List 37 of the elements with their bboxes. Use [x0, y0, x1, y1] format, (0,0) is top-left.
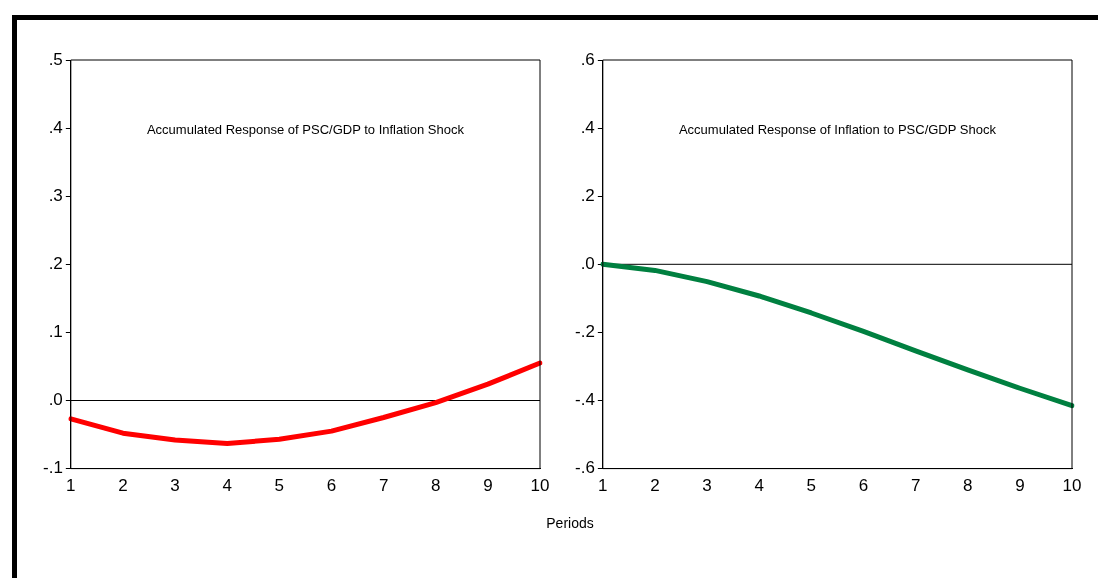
- y-tick-label: .0: [580, 253, 595, 273]
- y-tick-label: .6: [580, 49, 595, 69]
- x-tick-label: 3: [702, 476, 712, 496]
- x-tick-label: 4: [754, 476, 764, 496]
- x-tick-label: 8: [963, 476, 973, 496]
- y-tick-label: .0: [48, 390, 63, 410]
- y-tick-label: .4: [580, 117, 595, 137]
- x-tick-label: 7: [910, 476, 921, 496]
- x-tick-label: 6: [858, 476, 869, 496]
- x-tick-label: 2: [650, 476, 660, 496]
- x-tick-label: 9: [1015, 476, 1025, 496]
- x-tick-label: 9: [483, 476, 493, 496]
- y-tick-label: .2: [580, 185, 595, 205]
- x-axis-title: Periods: [545, 515, 595, 531]
- y-tick-label: .5: [48, 49, 63, 69]
- text: Accumulated Response of Inflation to PSC/GDP Shock: [678, 121, 997, 137]
- y-tick-label: .3: [48, 185, 63, 205]
- y-tick-label: -.6: [575, 458, 595, 478]
- x-tick-label: 10: [1062, 476, 1082, 496]
- x-tick-label: 2: [118, 476, 128, 496]
- y-tick-label: -.1: [43, 458, 63, 478]
- y-tick-label: .4: [48, 117, 63, 137]
- x-tick-label: 3: [170, 476, 180, 496]
- x-tick-label: 5: [806, 476, 817, 496]
- y-tick-label: -.4: [575, 390, 595, 410]
- y-tick-label: -.2: [575, 322, 595, 342]
- x-tick-label: 8: [431, 476, 441, 496]
- x-tick-label: 1: [598, 476, 608, 496]
- x-tick-label: 7: [378, 476, 389, 496]
- y-tick-label: .1: [48, 322, 63, 342]
- x-tick-label: 4: [222, 476, 232, 496]
- x-tick-label: 5: [274, 476, 285, 496]
- y-tick-label: .2: [48, 253, 63, 273]
- x-tick-label: 10: [530, 476, 550, 496]
- x-tick-label: 1: [66, 476, 76, 496]
- x-tick-label: 6: [326, 476, 337, 496]
- text: Accumulated Response of PSC/GDP to Inflation Shock: [146, 121, 465, 137]
